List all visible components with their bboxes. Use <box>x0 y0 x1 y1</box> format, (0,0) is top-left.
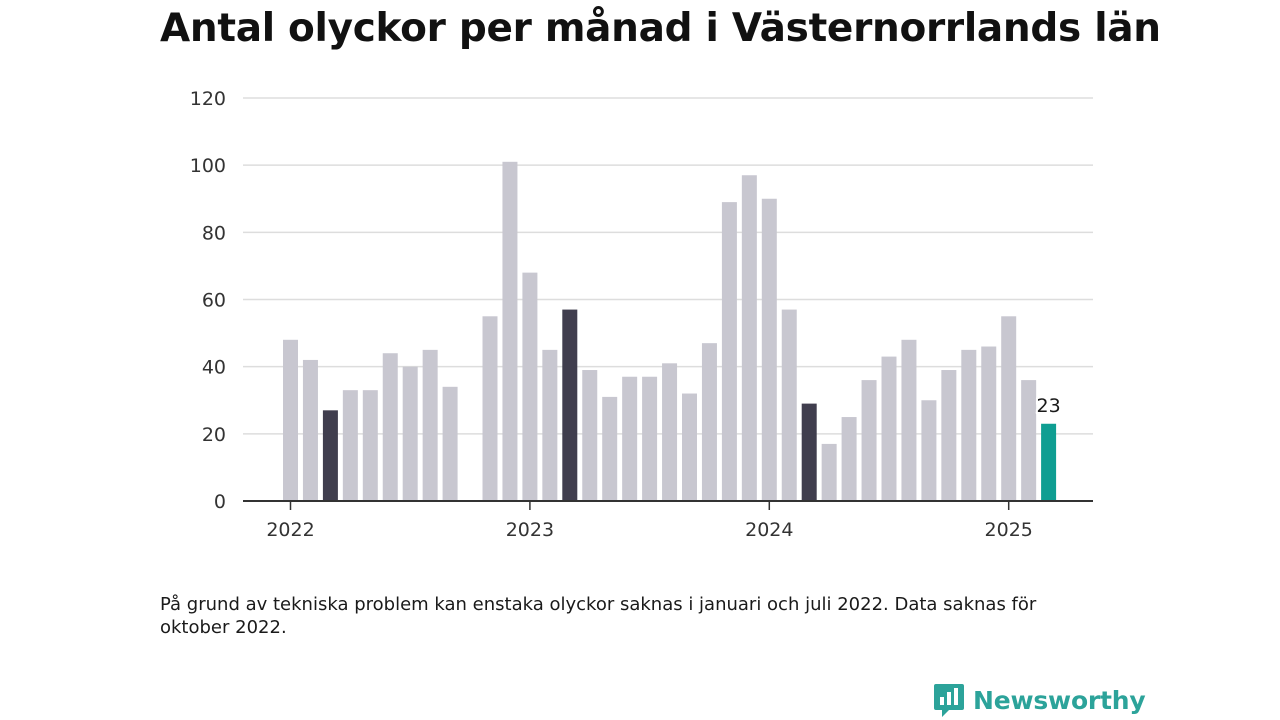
bar-2022-12 <box>502 161 518 501</box>
bar-2022-05 <box>362 390 378 501</box>
bar-2024-04 <box>821 443 837 501</box>
y-tick-label: 60 <box>202 290 226 312</box>
bar-2024-02 <box>781 309 797 501</box>
chart-title: Antal olyckor per månad i Västernorrland… <box>160 6 1161 51</box>
chart-footnote: På grund av tekniska problem kan enstaka… <box>160 594 1037 638</box>
bar-2022-09 <box>442 386 458 501</box>
bar-2024-07 <box>881 356 897 501</box>
x-tick-label: 2022 <box>266 519 314 541</box>
bar-2024-10 <box>941 370 957 501</box>
bar-2024-05 <box>841 417 857 501</box>
y-tick-label: 40 <box>202 357 226 379</box>
bar-2022-03 <box>322 410 338 501</box>
bar-2023-10 <box>701 343 717 501</box>
y-tick-label: 0 <box>214 491 226 513</box>
y-tick-label: 20 <box>202 424 226 446</box>
bar-2024-12 <box>981 346 997 501</box>
bar-2024-08 <box>901 339 917 501</box>
bar-2023-04 <box>582 370 598 501</box>
bar-2023-02 <box>542 349 558 501</box>
bar-2022-07 <box>402 366 418 501</box>
x-tick-label: 2025 <box>985 519 1033 541</box>
bar-2024-06 <box>861 380 877 501</box>
bar-2024-09 <box>921 400 937 501</box>
bar-2023-08 <box>662 363 678 501</box>
bar-2023-11 <box>721 202 737 501</box>
bar-2022-04 <box>342 390 358 501</box>
bar-chart: 0 20 40 60 80 100 120 23 2022 2023 2024 2025 <box>190 88 1093 541</box>
y-tick-label: 80 <box>202 222 226 244</box>
newsworthy-logo[interactable]: Newsworthy <box>933 682 1146 718</box>
bar-2024-11 <box>961 349 977 501</box>
x-tick-label: 2023 <box>506 519 554 541</box>
y-tick-label: 120 <box>190 88 226 110</box>
bar-2023-03 <box>562 309 578 501</box>
bar-2024-03 <box>801 403 817 501</box>
brand-name: Newsworthy <box>973 685 1146 715</box>
bar-2025-01 <box>1001 316 1017 501</box>
bar-2023-09 <box>682 393 697 501</box>
bar-2025-02 <box>1021 380 1037 501</box>
y-tick-label: 100 <box>190 155 226 177</box>
bar-2022-06 <box>382 353 398 501</box>
bar-2023-05 <box>602 396 618 501</box>
newsworthy-logo-icon <box>934 684 964 717</box>
bar-2023-01 <box>522 272 538 501</box>
bar-2023-06 <box>622 376 638 501</box>
x-tick-label: 2024 <box>745 519 793 541</box>
bar-2022-02 <box>302 359 318 501</box>
bar-2022-01 <box>283 339 298 501</box>
bar-2023-12 <box>741 175 757 501</box>
bar-2022-08 <box>422 349 438 501</box>
data-label: 23 <box>1037 395 1061 417</box>
bar-2022-11 <box>482 316 498 501</box>
bar-2024-01 <box>761 198 777 501</box>
bar-2025-03 <box>1041 423 1057 501</box>
bar-2023-07 <box>642 376 658 501</box>
